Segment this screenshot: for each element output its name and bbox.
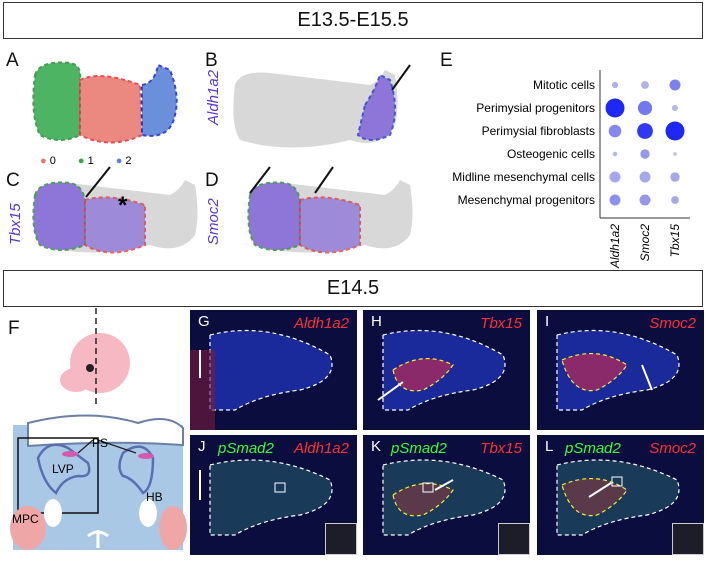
micrograph-h: H Tbx15 — [363, 310, 530, 430]
umap-tbx15 — [32, 166, 198, 254]
panel-label-j: J — [198, 438, 206, 455]
schematic-label-ps: PS — [92, 436, 109, 450]
panel-label-c: C — [6, 170, 20, 191]
gene-label-tbx15: Tbx15 — [7, 203, 24, 245]
dot-plot-col-label: Tbx15 — [668, 224, 682, 258]
gene-label-smoc2: Smoc2 — [205, 198, 222, 245]
panel-label-g: G — [198, 313, 210, 330]
dot-plot-point — [669, 79, 681, 91]
inset-j — [325, 523, 357, 555]
dot-plot-point — [673, 152, 677, 156]
dot-plot-col-label: Smoc2 — [638, 224, 652, 262]
schematic-diagram — [10, 308, 187, 550]
schematic-label-mpc: MPC — [12, 512, 39, 526]
micrograph-i: I Smoc2 — [537, 310, 704, 430]
panel-label-h: H — [371, 313, 382, 330]
dot-plot-point — [637, 123, 653, 139]
legend-item-0: ● 0 — [40, 155, 56, 167]
panel-label-k: K — [371, 438, 382, 455]
panel-label-l: L — [545, 438, 554, 455]
stain-label-tbx15: Tbx15 — [480, 315, 522, 332]
dot-plot-row-label: Midline mesenchymal cells — [452, 170, 595, 184]
dot-plot-point — [639, 194, 651, 206]
inset-l — [672, 523, 704, 555]
panel-label-a: A — [6, 50, 19, 71]
dot-plot-point — [608, 124, 622, 138]
dot-plot-point — [609, 194, 621, 206]
dot-plot-point — [671, 196, 679, 204]
dot-plot-row-label: Mitotic cells — [533, 78, 595, 92]
dot-plot-row-label: Perimysial fibroblasts — [482, 124, 595, 138]
panel-label-f: F — [8, 318, 20, 339]
legend-item-2: ● 2 — [115, 155, 132, 167]
schematic-label-lvp: LVP — [52, 462, 74, 476]
gene-label-aldh1a2: Aldh1a2 — [205, 69, 222, 125]
dot-plot-point — [671, 104, 679, 112]
panel-label-e: E — [440, 50, 453, 71]
stain-label-smoc2-l: Smoc2 — [649, 440, 696, 457]
dot-plot-point — [605, 98, 625, 118]
micrograph-l: L pSmad2 Smoc2 — [537, 435, 704, 555]
dot-plot: Mitotic cells Perimysial progenitors Perim… — [452, 70, 690, 269]
stain-label-aldh1a2-j: Aldh1a2 — [293, 440, 349, 457]
panel-label-i: I — [545, 313, 550, 330]
dot-plot-point — [639, 171, 651, 183]
banner-top: E13.5-E15.5 — [3, 2, 703, 39]
umap-aldh1a2 — [233, 64, 411, 148]
schematic-label-hb: HB — [146, 490, 163, 504]
micrograph-j: J pSmad2 Aldh1a2 — [190, 435, 357, 555]
dot-plot-point — [640, 149, 650, 159]
stain-label-aldh1a2: Aldh1a2 — [293, 315, 349, 332]
umap-clusters — [32, 61, 178, 144]
dot-plot-point — [665, 121, 685, 141]
dot-plot-point — [637, 100, 653, 116]
stain-label-psmad2-j: pSmad2 — [218, 440, 274, 457]
micrograph-g: G Aldh1a2 — [190, 310, 357, 430]
dot-plot-point — [611, 81, 619, 89]
stain-label-tbx15-k: Tbx15 — [480, 440, 522, 457]
dot-plot-row-label: Perimysial progenitors — [476, 101, 595, 115]
dot-plot-row-label: Mesenchymal progenitors — [458, 193, 595, 207]
panel-label-b: B — [205, 50, 218, 71]
inset-k — [498, 523, 530, 555]
umap-smoc2 — [247, 166, 413, 254]
stain-label-smoc2: Smoc2 — [649, 315, 696, 332]
dot-plot-point — [612, 151, 618, 157]
legend-item-1: ● 1 — [77, 155, 94, 167]
cluster-legend: ● 0 ● 1 ● 2 — [40, 155, 132, 167]
banner-middle: E14.5 — [3, 270, 703, 307]
stain-label-psmad2-l: pSmad2 — [565, 440, 621, 457]
dot-plot-row-label: Osteogenic cells — [507, 147, 595, 161]
dot-plot-point — [641, 81, 649, 89]
dot-plot-point — [609, 171, 621, 183]
dot-plot-col-label: Aldh1a2 — [608, 224, 622, 269]
micrograph-k: K pSmad2 Tbx15 — [363, 435, 530, 555]
asterisk-mark: * — [118, 192, 128, 219]
panel-label-d: D — [205, 170, 219, 191]
dot-plot-point — [670, 172, 680, 182]
stain-label-psmad2-k: pSmad2 — [391, 440, 447, 457]
